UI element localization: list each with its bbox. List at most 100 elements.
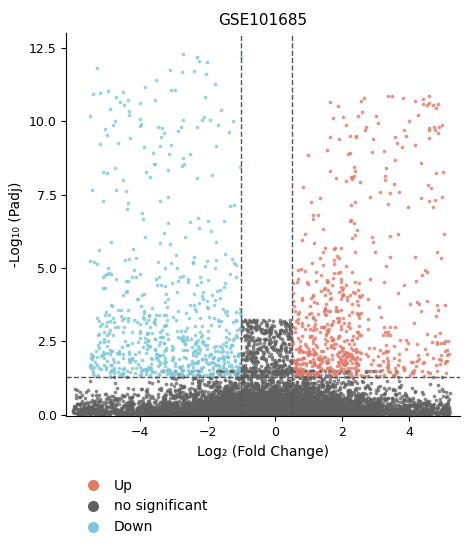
Point xyxy=(227,408,235,417)
Point xyxy=(290,409,297,418)
Point xyxy=(263,402,270,411)
Point xyxy=(227,270,234,279)
Point xyxy=(270,402,278,411)
Point xyxy=(111,117,118,125)
Point xyxy=(324,403,331,412)
Point xyxy=(191,400,198,409)
Point xyxy=(384,409,392,418)
Point xyxy=(308,406,316,415)
Point xyxy=(190,403,197,412)
Point xyxy=(328,409,336,418)
Point xyxy=(268,403,275,412)
Point xyxy=(381,406,389,415)
Point xyxy=(250,402,258,411)
Point xyxy=(266,403,274,412)
Point xyxy=(203,409,210,418)
Point xyxy=(237,392,245,401)
Point xyxy=(383,402,390,411)
Point xyxy=(206,396,213,405)
Point xyxy=(161,390,169,398)
Point xyxy=(303,404,310,413)
Point xyxy=(336,410,343,419)
Point xyxy=(142,407,150,416)
Point xyxy=(350,407,358,416)
Point xyxy=(275,399,283,408)
Point xyxy=(332,391,340,400)
Point xyxy=(282,408,289,417)
Point xyxy=(340,409,347,418)
Point xyxy=(228,402,236,411)
Point xyxy=(229,407,237,416)
Point xyxy=(252,316,260,325)
Point xyxy=(224,406,232,415)
Point xyxy=(328,341,335,350)
Point xyxy=(355,401,362,410)
Point xyxy=(194,366,202,375)
Point xyxy=(232,408,240,417)
Point xyxy=(271,403,279,412)
Point xyxy=(336,410,343,418)
Point xyxy=(295,408,303,417)
Point xyxy=(292,410,300,419)
Point xyxy=(271,326,279,335)
Point xyxy=(418,402,426,411)
Point xyxy=(226,390,234,399)
Point xyxy=(170,403,177,412)
Point xyxy=(323,393,330,402)
Point xyxy=(244,400,252,408)
Point xyxy=(325,406,333,415)
Point xyxy=(247,410,255,418)
Point xyxy=(178,392,186,401)
Point xyxy=(211,407,219,416)
Point xyxy=(283,345,290,354)
Point xyxy=(295,400,302,409)
Point xyxy=(329,336,337,345)
Point xyxy=(239,351,247,360)
Point xyxy=(217,402,225,411)
Point xyxy=(219,409,227,418)
Point xyxy=(235,365,243,374)
Point xyxy=(282,318,289,327)
Point xyxy=(170,403,178,412)
Point xyxy=(157,403,165,412)
Point xyxy=(292,404,299,413)
Point xyxy=(277,410,284,419)
Point xyxy=(272,408,279,417)
Point xyxy=(178,408,186,417)
Point xyxy=(273,405,281,413)
Point xyxy=(309,382,317,391)
Point xyxy=(264,406,272,415)
Point xyxy=(162,406,170,415)
Point xyxy=(204,403,211,412)
Point xyxy=(323,408,330,417)
Point xyxy=(195,371,203,380)
Point xyxy=(199,401,207,410)
Point xyxy=(208,406,216,415)
Point xyxy=(146,406,153,415)
Point xyxy=(205,360,212,369)
Point xyxy=(242,402,249,411)
Point xyxy=(297,408,305,417)
Point xyxy=(299,410,307,418)
Point xyxy=(426,380,434,388)
Point xyxy=(301,410,309,419)
Point xyxy=(371,366,379,375)
Point xyxy=(398,142,406,151)
Point xyxy=(234,409,241,418)
Point xyxy=(198,409,205,418)
Point xyxy=(273,407,280,416)
Point xyxy=(214,403,222,412)
Point xyxy=(153,280,161,289)
Point xyxy=(297,402,305,411)
Point xyxy=(232,406,239,415)
Point xyxy=(392,133,399,142)
Point xyxy=(206,410,213,418)
Point xyxy=(192,366,200,375)
Point xyxy=(164,410,171,419)
Point xyxy=(306,402,314,411)
Point xyxy=(432,408,440,417)
Point xyxy=(320,401,328,410)
Point xyxy=(330,410,337,419)
Point xyxy=(329,399,337,408)
Point xyxy=(272,406,280,415)
